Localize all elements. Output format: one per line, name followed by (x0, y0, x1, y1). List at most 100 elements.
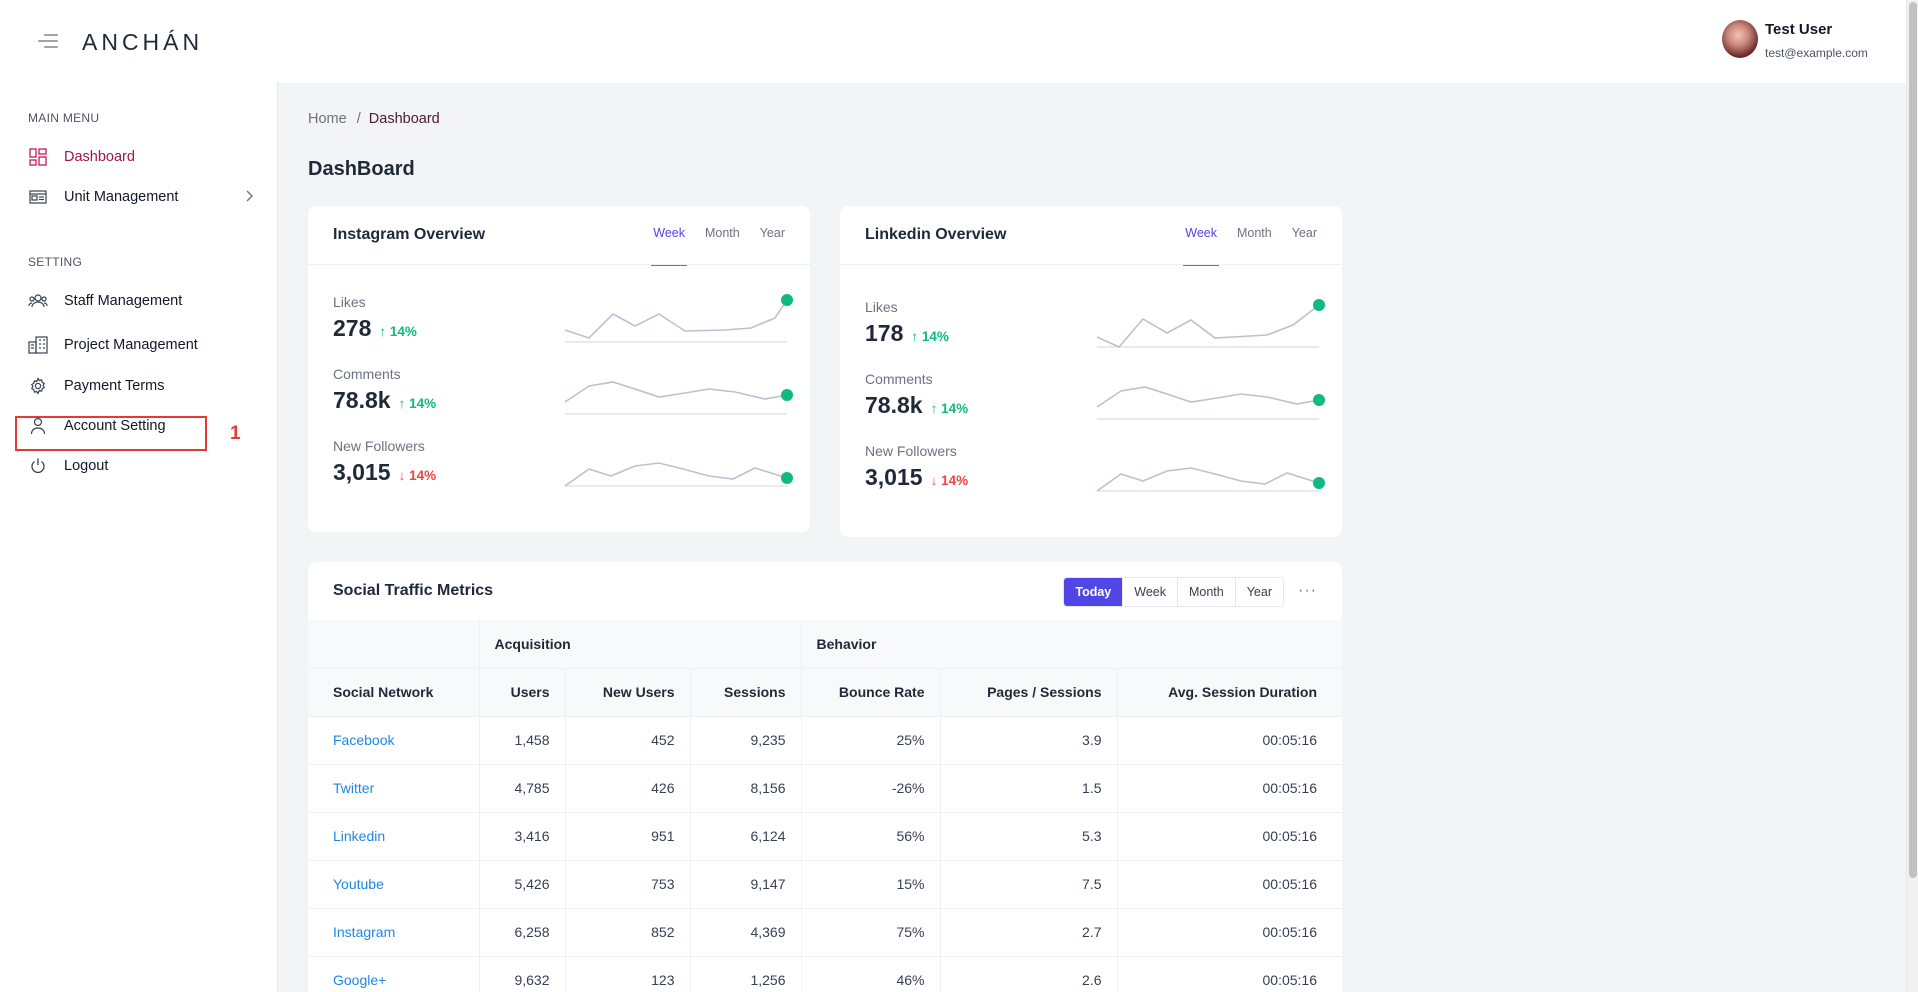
sidebar-item-unit-management[interactable]: Unit Management (28, 182, 253, 212)
tab-year[interactable]: Year (759, 226, 785, 240)
metric-label: New Followers (865, 443, 957, 459)
network-link[interactable]: Linkedin (333, 828, 386, 844)
value-cell: 00:05:16 (1117, 956, 1342, 992)
tab-year[interactable]: Year (1291, 226, 1317, 240)
value-cell: 3,416 (479, 812, 566, 861)
value-cell: 6,124 (690, 812, 802, 861)
sidebar-item-dashboard[interactable]: Dashboard (28, 142, 253, 172)
value-cell: 9,235 (690, 716, 802, 765)
group-empty (308, 620, 480, 669)
building-icon (28, 335, 48, 355)
sidebar-item-logout[interactable]: Logout (28, 451, 253, 481)
scrollbar-thumb[interactable] (1909, 2, 1917, 878)
network-cell: Facebook (308, 716, 480, 765)
menu-toggle-icon[interactable] (38, 34, 58, 48)
arrow-down-icon: ↓ (930, 473, 938, 488)
sparkline-chart (564, 462, 793, 487)
users-icon (28, 291, 48, 311)
network-link[interactable]: Youtube (333, 876, 384, 892)
col-social-network: Social Network (308, 668, 480, 717)
value-cell: 951 (565, 812, 691, 861)
sidebar-item-label: Payment Terms (64, 378, 165, 394)
value-cell: -26% (801, 764, 941, 813)
metric-change: 14% (921, 329, 949, 344)
app-logo[interactable]: ANCHÁN (82, 29, 204, 55)
col-avg-session-duration: Avg. Session Duration (1117, 668, 1342, 717)
group-behavior: Behavior (801, 620, 1342, 669)
annotation-highlight-box (15, 416, 207, 451)
unit-card-icon (28, 187, 48, 207)
card-title: Instagram Overview (333, 226, 486, 243)
arrow-up-icon: ↑ (930, 401, 938, 416)
sidebar-item-payment-terms[interactable]: Payment Terms (28, 371, 253, 401)
network-link[interactable]: Google+ (333, 972, 387, 988)
sidebar-item-staff-management[interactable]: Staff Management (28, 286, 253, 316)
value-cell: 9,632 (479, 956, 566, 992)
table-body: Facebook 1,458 452 9,235 25% 3.9 00:05:16 Twitt… (308, 716, 1342, 992)
page-scrollbar[interactable] (1906, 0, 1918, 992)
user-email: test@example.com (1765, 46, 1868, 60)
value-cell: 7.5 (940, 860, 1118, 909)
value-cell: 1,458 (479, 716, 566, 765)
metric-change: 14% (941, 473, 969, 488)
divider (308, 264, 810, 265)
social-traffic-card: Social Traffic Metrics Today Week Month … (308, 562, 1342, 992)
col-bounce-rate: Bounce Rate (801, 668, 941, 717)
value-cell: 8,156 (690, 764, 802, 813)
table-row: Linkedin 3,416 951 6,124 56% 5.3 00:05:16 (308, 812, 1342, 861)
metric-comments: Comments 78.8k ↑ 14% (333, 366, 803, 426)
value-cell: 3.9 (940, 716, 1118, 765)
tab-month[interactable]: Month (1236, 226, 1272, 240)
col-users: Users (479, 668, 566, 717)
top-header: ANCHÁN Test User test@example.com (0, 0, 1906, 83)
value-cell: 75% (801, 908, 941, 957)
range-week-button[interactable]: Week (1122, 578, 1177, 606)
table-header: Social Network Users New Users Sessions … (308, 668, 1342, 717)
card-title: Linkedin Overview (865, 226, 1007, 243)
sidebar-item-label: Logout (64, 458, 109, 474)
sidebar-item-project-management[interactable]: Project Management (28, 330, 253, 360)
value-cell: 00:05:16 (1117, 908, 1342, 957)
table-row: Instagram 6,258 852 4,369 75% 2.7 00:05:16 (308, 908, 1342, 957)
network-cell: Youtube (308, 860, 480, 909)
network-link[interactable]: Twitter (333, 780, 375, 796)
chevron-right-icon (245, 189, 253, 205)
range-month-button[interactable]: Month (1176, 578, 1235, 606)
arrow-up-icon: ↑ (911, 329, 919, 344)
metric-comments: Comments 78.8k ↑ 14% (865, 371, 1335, 431)
instagram-overview-card: Instagram Overview Week Month Year Likes… (308, 206, 810, 532)
metric-change: 14% (409, 468, 437, 483)
network-cell: Google+ (308, 956, 480, 992)
col-pages-sessions: Pages / Sessions (940, 668, 1118, 717)
divider (840, 264, 1342, 265)
network-link[interactable]: Facebook (333, 732, 395, 748)
range-year-button[interactable]: Year (1234, 578, 1283, 606)
tab-month[interactable]: Month (704, 226, 740, 240)
col-sessions: Sessions (690, 668, 802, 717)
metric-value: 3,015 (865, 464, 923, 490)
metric-label: Likes (865, 299, 898, 315)
value-cell: 25% (801, 716, 941, 765)
tab-week[interactable]: Week (1183, 226, 1219, 266)
breadcrumb-home[interactable]: Home (308, 111, 347, 127)
user-avatar[interactable] (1722, 20, 1758, 58)
value-cell: 452 (565, 716, 691, 765)
annotation-number: 1 (230, 423, 241, 444)
metric-label: New Followers (333, 438, 425, 454)
metric-label: Comments (865, 371, 933, 387)
col-new-users: New Users (565, 668, 691, 717)
arrow-up-icon: ↑ (398, 396, 406, 411)
metric-value: 178 (865, 320, 904, 346)
sidebar-item-account-setting[interactable]: Account Setting (28, 411, 253, 441)
table-row: Twitter 4,785 426 8,156 -26% 1.5 00:05:16 (308, 764, 1342, 813)
network-link[interactable]: Instagram (333, 924, 396, 940)
range-today-button[interactable]: Today (1064, 578, 1123, 606)
more-options-icon[interactable]: ··· (1298, 582, 1317, 599)
metric-new-followers: New Followers 3,015 ↓ 14% (333, 438, 803, 498)
traffic-table: Acquisition Behavior Social Network User… (308, 620, 1342, 992)
tab-week[interactable]: Week (651, 226, 687, 266)
power-icon (28, 456, 48, 476)
sidebar-item-label: Dashboard (64, 149, 135, 165)
value-cell: 4,369 (690, 908, 802, 957)
sparkline-chart (564, 294, 793, 343)
